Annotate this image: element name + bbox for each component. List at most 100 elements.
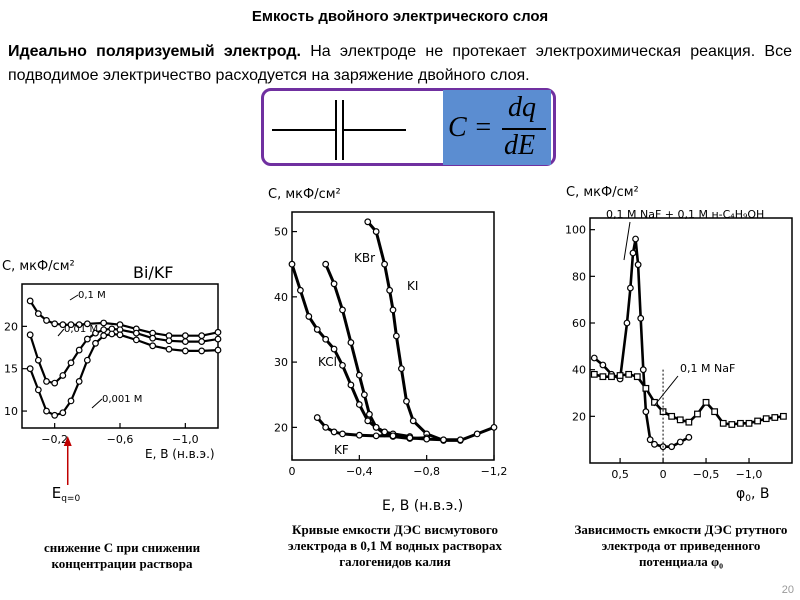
data-point: [132, 336, 140, 344]
data-point: [403, 397, 410, 405]
x-axis-label: E, B (н.в.э.): [382, 498, 463, 514]
series-label-leader: [91, 398, 103, 409]
data-point: [214, 328, 222, 336]
data-point: [364, 218, 372, 226]
intro-text: На электроде не протекает электрохимичес…: [8, 43, 793, 84]
data-point: [214, 346, 222, 354]
data-point: [366, 410, 373, 418]
data-point: [642, 384, 650, 392]
series-line-1: [29, 300, 219, 337]
series-label-2: 0,01 M: [64, 324, 98, 335]
data-point: [339, 430, 346, 438]
y-tick-label: 20: [4, 320, 18, 333]
data-point: [771, 414, 779, 421]
series-label-2: KBr: [354, 251, 375, 265]
data-point: [43, 317, 50, 324]
formula-highlight: [443, 90, 551, 165]
data-point: [398, 365, 405, 373]
series-label-1: 0,1 M NaF + 0,1 M н-C₄H₉OH: [606, 208, 764, 221]
data-point: [339, 306, 346, 314]
series-label-leader: [69, 294, 79, 301]
x-tick-label: −1,2: [481, 465, 507, 478]
data-point: [92, 329, 99, 337]
plot-frame: [21, 283, 219, 429]
formula-lhs: C =: [448, 112, 493, 143]
y-tick-label: 100: [565, 224, 586, 237]
data-point: [305, 313, 313, 320]
data-point: [297, 286, 304, 294]
data-point: [599, 373, 607, 381]
data-point: [440, 436, 447, 444]
data-point: [100, 319, 108, 327]
series-line-2: [593, 373, 784, 426]
data-point: [590, 370, 598, 378]
data-point: [711, 408, 719, 416]
x-tick-label: −0,8: [413, 465, 440, 478]
data-point: [737, 419, 744, 427]
data-point: [651, 440, 658, 448]
data-point: [67, 359, 75, 367]
data-point: [59, 321, 67, 329]
data-point: [116, 331, 124, 339]
data-point: [389, 432, 397, 440]
page-title: Емкость двойного электрического слоя: [251, 8, 549, 25]
y-tick-label: 20: [572, 410, 586, 423]
series-line-1: [366, 220, 495, 442]
data-point: [646, 436, 654, 444]
data-point: [637, 314, 645, 322]
series-label-3: KCl: [318, 355, 337, 369]
y-tick-label: 10: [4, 405, 18, 418]
data-point: [132, 329, 140, 337]
data-point: [67, 321, 75, 329]
data-point: [780, 412, 787, 420]
data-point: [313, 414, 321, 421]
data-point: [75, 346, 83, 354]
data-point: [26, 331, 34, 339]
data-point: [34, 356, 42, 364]
intro-paragraph: Идеально поляризуемый электрод. На элект…: [8, 40, 792, 88]
x-tick-label: −0,4: [346, 465, 373, 478]
data-point: [313, 326, 321, 333]
data-point: [608, 373, 615, 381]
data-point: [165, 345, 173, 353]
data-point: [347, 339, 355, 346]
data-point: [322, 335, 330, 343]
data-point: [702, 398, 710, 406]
data-point: [288, 260, 296, 268]
data-point: [355, 401, 363, 408]
data-point: [83, 356, 91, 364]
data-point: [355, 371, 363, 379]
series-label-leader: [653, 375, 679, 407]
data-point: [629, 249, 637, 257]
data-point: [149, 342, 157, 350]
y-tick-label: 20: [274, 421, 288, 434]
y-tick-label: 15: [4, 363, 18, 376]
data-point: [214, 335, 222, 343]
x-tick-label: −0,5: [693, 468, 720, 481]
series-label-1: 0,1 M: [78, 290, 106, 301]
data-point: [198, 347, 206, 355]
data-point: [381, 428, 388, 436]
data-point: [639, 366, 647, 374]
eq0-label: Eq=0: [52, 484, 81, 504]
formula-fraction-bar: [502, 128, 546, 130]
y-tick-label: 50: [274, 226, 288, 239]
plot-frame: [291, 211, 495, 461]
data-point: [347, 381, 355, 389]
y-tick-label: 80: [572, 270, 586, 283]
data-point: [51, 320, 59, 328]
data-point: [456, 436, 464, 444]
data-point: [26, 297, 34, 305]
x-tick-label: −0,6: [107, 433, 134, 446]
x-axis-label: E, B (н.в.э.): [145, 447, 215, 461]
chart-bismuth-halides: 20 30 40 50 0 −0,4 −0,8 −1,2 KI KBr KCl KF C, мкФ/см…: [268, 187, 507, 514]
data-point: [625, 370, 633, 378]
x-axis-label: φ0, B: [736, 486, 770, 504]
data-point: [330, 345, 338, 353]
y-tick-label: 30: [274, 356, 288, 369]
data-point: [392, 332, 400, 340]
chart-mercury-electrode: 20 40 60 80 100 0,5 0 −0,5 −1,0 0,1 M NaF + 0,1 M…: [565, 185, 793, 504]
data-point: [26, 365, 34, 373]
data-point: [668, 412, 676, 420]
data-point: [181, 338, 189, 345]
